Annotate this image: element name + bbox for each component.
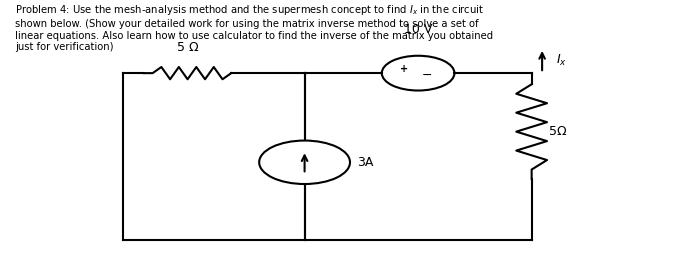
Text: 3A: 3A xyxy=(357,156,373,169)
Text: $I_x$: $I_x$ xyxy=(556,53,567,68)
Text: 5Ω: 5Ω xyxy=(549,125,567,138)
Text: Problem 4: Use the mesh-analysis method and the supermesh concept to find $I_x$ : Problem 4: Use the mesh-analysis method … xyxy=(15,3,493,52)
Text: +: + xyxy=(400,64,408,74)
Text: 10 V: 10 V xyxy=(404,22,433,36)
Ellipse shape xyxy=(259,141,350,184)
Text: −: − xyxy=(422,69,433,82)
Text: 5 Ω: 5 Ω xyxy=(177,41,198,54)
